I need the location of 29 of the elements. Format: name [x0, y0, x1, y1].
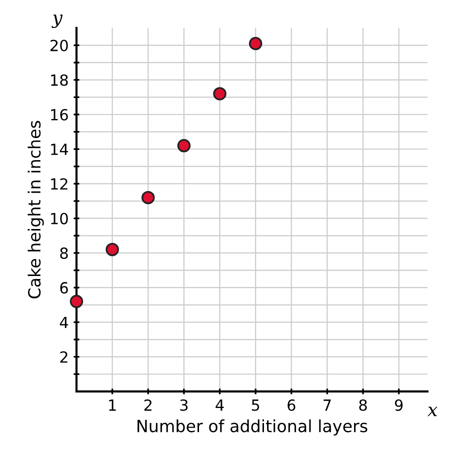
y-tick-label: 12 — [51, 178, 68, 190]
y-tick-label: 2 — [60, 351, 68, 363]
x-tick-label: 7 — [324, 400, 331, 411]
y-tick-label: 10 — [51, 212, 68, 224]
x-axis-title: Number of additional layers — [138, 419, 368, 436]
text: x — [428, 406, 438, 416]
point — [213, 87, 226, 100]
text: y — [52, 14, 63, 28]
point — [248, 36, 262, 50]
x-tick-label: 3 — [180, 399, 188, 411]
point — [177, 139, 191, 152]
y-tick-label: 14 — [51, 144, 68, 155]
point — [106, 242, 119, 256]
y-tick-label: 20 — [50, 40, 68, 52]
x-tick-label: 4 — [216, 400, 224, 411]
y-tick-label: 18 — [51, 74, 68, 86]
y-tick-label: 4 — [60, 316, 68, 328]
x-tick-label: 2 — [144, 399, 152, 411]
point — [70, 294, 84, 308]
x-tick-label: 9 — [394, 399, 403, 411]
y-tick-label: 6 — [60, 282, 68, 294]
x-tick-label: 8 — [359, 399, 367, 411]
y-tick-label: 8 — [60, 247, 68, 259]
x-tick-label: 5 — [252, 400, 260, 411]
y-axis-title: Cake height in inches — [28, 120, 44, 298]
point — [141, 190, 155, 204]
x-tick-label: 1 — [109, 400, 116, 411]
x-tick-label: 6 — [288, 399, 296, 411]
y-tick-label: 16 — [51, 108, 68, 121]
